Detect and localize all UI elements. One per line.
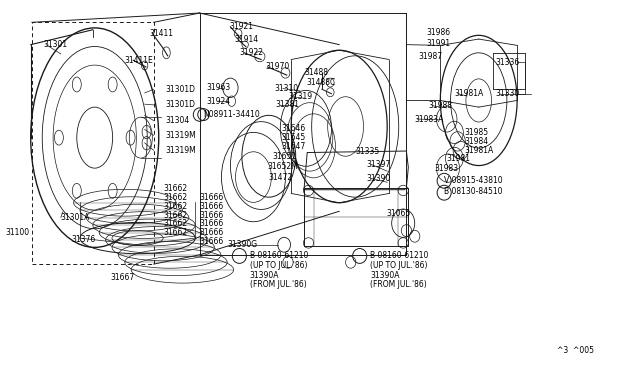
Text: 31330: 31330 xyxy=(495,89,520,98)
Text: 31666: 31666 xyxy=(200,211,224,219)
Text: 31336: 31336 xyxy=(495,58,520,67)
Text: 31662: 31662 xyxy=(163,211,188,219)
Text: 31662: 31662 xyxy=(163,185,188,193)
Text: 31985: 31985 xyxy=(465,128,489,137)
Text: 31666: 31666 xyxy=(200,202,224,211)
Text: (FROM JUL.'86): (FROM JUL.'86) xyxy=(250,280,307,289)
Text: 31666: 31666 xyxy=(200,193,224,202)
Text: 31301: 31301 xyxy=(44,40,68,49)
Text: 31376: 31376 xyxy=(72,235,96,244)
Text: 31397: 31397 xyxy=(366,160,390,169)
Text: 31984: 31984 xyxy=(465,137,489,146)
Text: 31319M: 31319M xyxy=(165,146,196,155)
Text: 31983A: 31983A xyxy=(415,115,444,124)
Text: 31987: 31987 xyxy=(419,52,443,61)
Text: ^3  ^005: ^3 ^005 xyxy=(557,346,594,355)
Text: 31301D: 31301D xyxy=(165,100,195,109)
Text: 31390G: 31390G xyxy=(227,240,257,249)
Text: 31390A: 31390A xyxy=(370,271,399,280)
Text: 31646: 31646 xyxy=(282,124,306,133)
Text: 31652M: 31652M xyxy=(268,162,298,171)
Text: 31335: 31335 xyxy=(355,147,380,156)
Text: 31301D: 31301D xyxy=(165,85,195,94)
Text: (UP TO JUL.'86): (UP TO JUL.'86) xyxy=(250,261,307,270)
Text: 31988: 31988 xyxy=(429,101,452,110)
Text: 31662: 31662 xyxy=(163,193,188,202)
Text: 31981A: 31981A xyxy=(465,146,494,155)
Text: 31667: 31667 xyxy=(110,273,134,282)
Text: 31651: 31651 xyxy=(272,153,296,161)
Text: 31666: 31666 xyxy=(200,219,224,228)
Text: 31488C: 31488C xyxy=(306,78,335,87)
Text: (UP TO JUL.'86): (UP TO JUL.'86) xyxy=(370,261,428,270)
Text: B 08160-61210: B 08160-61210 xyxy=(250,251,308,260)
Text: 31981: 31981 xyxy=(447,154,470,163)
Text: V 08915-43810: V 08915-43810 xyxy=(444,176,503,185)
Text: 31970: 31970 xyxy=(266,62,290,71)
Text: 31488: 31488 xyxy=(305,68,329,77)
Text: B 08160-61210: B 08160-61210 xyxy=(370,251,428,260)
Text: 31986: 31986 xyxy=(426,28,451,37)
Text: 31319M: 31319M xyxy=(165,131,196,140)
Text: B 08130-84510: B 08130-84510 xyxy=(444,187,502,196)
Text: 31319: 31319 xyxy=(288,92,312,101)
Text: 31411: 31411 xyxy=(149,29,173,38)
Text: 31666: 31666 xyxy=(200,237,224,246)
Text: 31390: 31390 xyxy=(366,174,390,183)
Text: 31411E: 31411E xyxy=(124,56,153,65)
Text: 31963: 31963 xyxy=(207,83,231,92)
Text: 31662: 31662 xyxy=(163,202,188,211)
Text: 31921: 31921 xyxy=(229,22,253,31)
Text: 31304: 31304 xyxy=(165,116,189,125)
Text: (FROM JUL.'86): (FROM JUL.'86) xyxy=(370,280,427,289)
Text: 31991: 31991 xyxy=(426,39,451,48)
Text: 31390A: 31390A xyxy=(250,271,279,280)
Text: 31922: 31922 xyxy=(239,48,264,57)
Text: 31381: 31381 xyxy=(275,100,299,109)
Text: 31301A: 31301A xyxy=(61,213,90,222)
Text: 31662: 31662 xyxy=(163,228,188,237)
Text: 31647: 31647 xyxy=(282,142,306,151)
Text: 31645: 31645 xyxy=(282,133,306,142)
Text: 31983: 31983 xyxy=(434,164,458,173)
Text: 31472: 31472 xyxy=(269,173,293,182)
Text: N08911-34410: N08911-34410 xyxy=(204,110,260,119)
Text: 31662: 31662 xyxy=(163,219,188,228)
Text: 31924: 31924 xyxy=(207,97,231,106)
Text: 31310: 31310 xyxy=(274,84,298,93)
Text: 31981A: 31981A xyxy=(454,89,484,98)
Text: 31100: 31100 xyxy=(5,228,29,237)
Text: 31065: 31065 xyxy=(387,209,411,218)
Text: 31666: 31666 xyxy=(200,228,224,237)
Text: 31914: 31914 xyxy=(234,35,259,44)
